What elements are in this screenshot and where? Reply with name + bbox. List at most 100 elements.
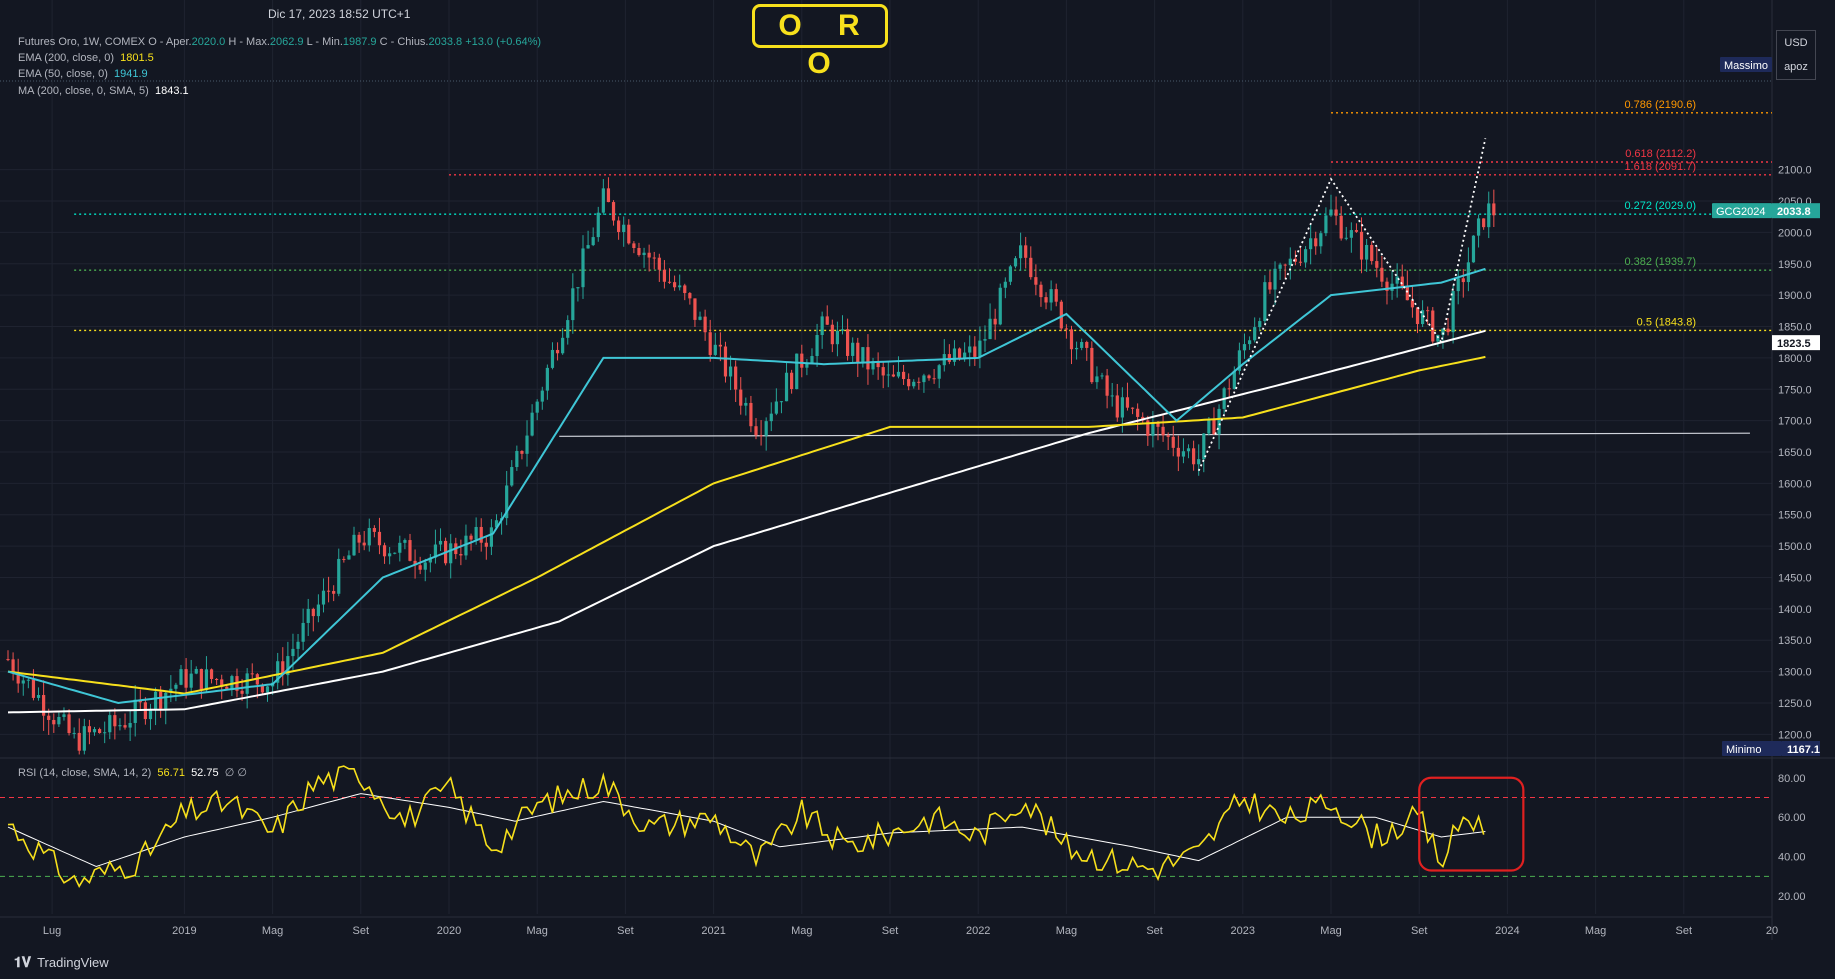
candle-body xyxy=(835,330,840,345)
rsi-ma-line[interactable] xyxy=(7,793,1486,868)
rsi-line[interactable] xyxy=(7,765,1485,888)
candle-body xyxy=(209,669,214,680)
candle-body xyxy=(6,659,10,661)
candle-body xyxy=(1456,278,1460,292)
candle-body xyxy=(820,316,824,336)
ema200-label: EMA (200, close, 0) xyxy=(18,52,114,64)
candle-body xyxy=(1354,230,1359,232)
candle-body xyxy=(128,722,132,728)
candle-body xyxy=(718,344,722,347)
candle-body xyxy=(688,293,692,299)
price-tick-label: 1250.0 xyxy=(1778,698,1812,710)
candle-body xyxy=(1314,238,1318,247)
candle-body xyxy=(82,726,86,751)
candle-body xyxy=(1303,249,1308,263)
candle-body xyxy=(1273,268,1277,290)
candle-body xyxy=(856,342,860,363)
close-value: 2033.8 xyxy=(428,36,463,48)
candle-body xyxy=(276,661,280,683)
fib-level-label: 0.272 (2029.0) xyxy=(1624,200,1696,212)
candle-body xyxy=(606,188,611,203)
candle-body xyxy=(42,695,46,716)
rsi-tick-label: 40.00 xyxy=(1778,852,1806,864)
zigzag-pattern[interactable] xyxy=(1197,138,1487,472)
candle-body xyxy=(367,528,371,546)
candle-body xyxy=(1405,285,1409,301)
candle-body xyxy=(11,659,15,673)
time-tick-label: 2023 xyxy=(1231,925,1255,937)
candle-body xyxy=(489,527,494,547)
price-tick-label: 2000.0 xyxy=(1778,227,1812,239)
candles[interactable] xyxy=(6,177,1496,755)
ema50-line[interactable] xyxy=(7,267,1486,705)
currency-box[interactable]: USD apoz xyxy=(1776,30,1816,80)
candle-body xyxy=(779,401,784,403)
candle-body xyxy=(586,245,590,249)
axis-badge-value-bg xyxy=(1772,203,1820,219)
ema200-legend[interactable]: EMA (200, close, 0) 1801.5 xyxy=(18,52,154,64)
rsi-highlight-box[interactable] xyxy=(1418,776,1525,872)
currency-label[interactable]: USD xyxy=(1784,37,1808,49)
support-trendline[interactable] xyxy=(559,432,1750,437)
fib-level-label: 0.618 (2112.2) xyxy=(1625,148,1696,160)
candle-body xyxy=(932,378,936,380)
candle-body xyxy=(983,339,987,341)
fib-level-label: 1.618 (2091.7) xyxy=(1624,161,1696,173)
candle-body xyxy=(1237,350,1242,371)
candle-body xyxy=(1115,395,1119,418)
axis-badge-value: 1167.1 xyxy=(1787,744,1820,756)
candle-body xyxy=(393,552,397,554)
candle-body xyxy=(861,347,865,363)
candle-body xyxy=(225,686,229,690)
candle-body xyxy=(805,363,809,368)
candle-body xyxy=(103,732,107,734)
price-tick-label: 1650.0 xyxy=(1778,447,1812,459)
candle-body xyxy=(998,287,1002,325)
fib-level-label: 0.786 (2190.6) xyxy=(1624,99,1696,111)
candle-body xyxy=(617,220,621,232)
candle-body xyxy=(581,248,585,288)
candle-body xyxy=(505,485,509,519)
candle-body xyxy=(698,316,702,320)
candle-body xyxy=(52,719,56,725)
candle-body xyxy=(769,413,773,422)
candle-body xyxy=(26,679,30,681)
candle-body xyxy=(693,298,697,320)
candle-body xyxy=(790,372,794,390)
candle-body xyxy=(403,540,407,543)
tradingview-brand[interactable]: 𝟏𝐕 TradingView xyxy=(14,954,109,971)
candle-body xyxy=(540,390,544,402)
time-tick-label: Mag xyxy=(791,925,812,937)
rsi-legend[interactable]: RSI (14, close, SMA, 14, 2) 56.71 52.75 … xyxy=(18,766,247,779)
axis-badge-bg xyxy=(1712,203,1772,219)
time-tick-label: Mag xyxy=(262,925,283,937)
candle-body xyxy=(1227,388,1231,390)
candle-body xyxy=(1034,277,1038,285)
candle-body xyxy=(377,531,382,546)
candle-body xyxy=(1080,342,1084,348)
candle-body xyxy=(1044,297,1048,303)
ma200-line[interactable] xyxy=(7,329,1486,714)
candle-body xyxy=(321,590,326,605)
axis-badge: Minimo 1167.1 xyxy=(1722,741,1820,756)
rsi-tick-label: 60.00 xyxy=(1778,812,1806,824)
price-tick-label: 1600.0 xyxy=(1778,478,1812,490)
candle-body xyxy=(1380,267,1384,282)
price-tick-label: 1550.0 xyxy=(1778,510,1812,522)
candle-body xyxy=(194,668,198,674)
candle-body xyxy=(484,542,488,547)
ema50-legend[interactable]: EMA (50, close, 0) 1941.9 xyxy=(18,68,148,80)
axis-badge-value-bg xyxy=(1782,741,1820,756)
candle-body xyxy=(337,558,341,594)
candle-body xyxy=(530,412,534,436)
candle-body xyxy=(764,421,768,436)
scale-mode-label[interactable]: apoz xyxy=(1784,61,1808,73)
candle-body xyxy=(1207,419,1211,434)
candle-body xyxy=(647,252,651,258)
ema200-line[interactable] xyxy=(7,355,1486,695)
candle-body xyxy=(1431,310,1435,342)
candle-body xyxy=(1100,375,1104,377)
price-tick-label: 1800.0 xyxy=(1778,353,1812,365)
ma200-legend[interactable]: MA (200, close, 0, SMA, 5) 1843.1 xyxy=(18,85,189,97)
